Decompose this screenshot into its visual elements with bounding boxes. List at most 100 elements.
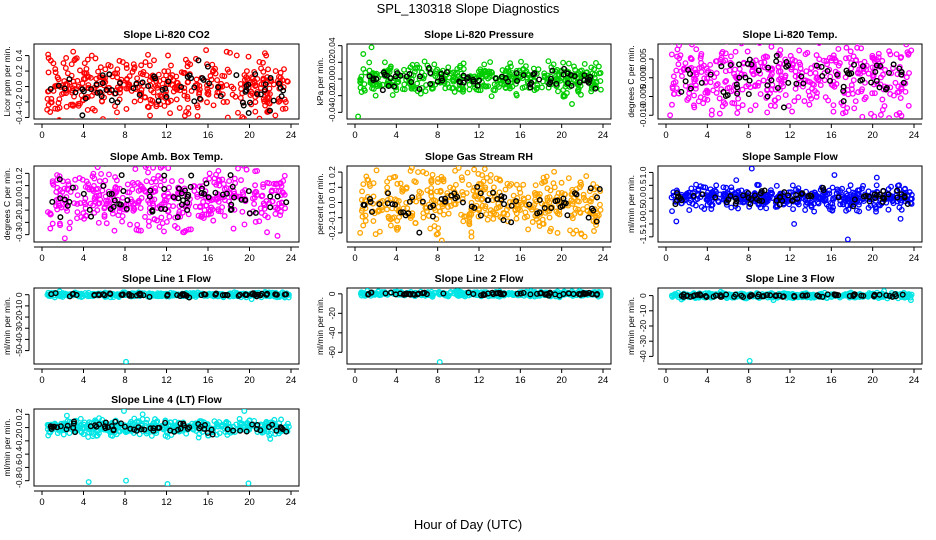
data-point xyxy=(191,188,198,194)
data-point xyxy=(756,44,763,46)
data-point xyxy=(846,55,852,61)
data-point xyxy=(52,105,59,112)
data-point xyxy=(150,166,157,171)
data-point xyxy=(237,95,244,101)
data-point xyxy=(722,50,729,57)
data-point xyxy=(154,205,161,211)
data-point xyxy=(238,177,244,184)
y-tick-label: -0.005 xyxy=(638,84,648,108)
panel-title: Slope Amb. Box Temp. xyxy=(110,151,223,163)
data-point xyxy=(843,55,849,62)
data-point xyxy=(747,107,754,114)
data-point-subset xyxy=(474,183,481,190)
data-point-subset xyxy=(149,207,156,214)
data-point xyxy=(194,113,201,119)
data-point xyxy=(361,81,368,88)
data-point xyxy=(273,180,280,187)
data-point xyxy=(763,193,770,200)
x-tick-label: 20 xyxy=(244,375,255,386)
data-point xyxy=(824,191,831,198)
data-point xyxy=(252,168,259,175)
data-point xyxy=(483,174,490,181)
data-point xyxy=(144,103,151,110)
data-point xyxy=(569,186,576,193)
data-point xyxy=(175,184,181,191)
data-point xyxy=(187,226,194,233)
data-point-subset xyxy=(768,77,775,84)
data-point xyxy=(264,94,271,101)
data-point xyxy=(116,57,123,64)
data-point-subset xyxy=(531,70,538,77)
data-point-subset xyxy=(767,292,774,299)
data-point-subset xyxy=(883,84,890,91)
data-point xyxy=(541,73,548,80)
data-point-subset xyxy=(174,214,181,221)
data-point xyxy=(103,220,110,227)
data-point-subset xyxy=(592,85,599,92)
x-tick-label: 12 xyxy=(161,130,172,141)
data-point-subset xyxy=(270,97,277,104)
data-point xyxy=(173,86,180,93)
data-point-subset xyxy=(851,196,858,203)
data-point xyxy=(865,188,872,195)
data-point xyxy=(77,200,84,207)
y-tick-label: 0.4 xyxy=(14,49,24,61)
data-point-subset xyxy=(242,196,249,203)
data-point xyxy=(121,206,128,213)
data-point xyxy=(464,169,471,176)
data-point-subset xyxy=(773,197,780,204)
data-point-subset xyxy=(752,192,759,199)
data-point xyxy=(850,53,857,60)
data-point xyxy=(414,80,421,87)
y-tick-label: -30 xyxy=(14,322,24,335)
data-point xyxy=(274,206,281,213)
data-point xyxy=(90,182,97,189)
data-point xyxy=(565,175,572,182)
data-point xyxy=(284,166,286,167)
data-point xyxy=(546,194,553,200)
x-tick-label: 4 xyxy=(394,253,399,264)
data-point xyxy=(435,225,442,232)
x-tick-label: 16 xyxy=(515,253,526,264)
data-point-subset xyxy=(548,75,555,82)
data-point xyxy=(142,166,149,170)
y-tick-label: 0.1 xyxy=(327,181,337,193)
data-point xyxy=(252,188,259,195)
data-point xyxy=(52,83,59,90)
data-point xyxy=(466,86,473,93)
data-point xyxy=(357,76,364,83)
data-point-subset xyxy=(723,291,730,298)
data-point-subset xyxy=(889,293,896,300)
data-point xyxy=(830,196,836,203)
y-tick-label: -1.5 xyxy=(638,229,648,244)
data-point xyxy=(521,214,528,221)
data-point-subset xyxy=(66,198,73,205)
data-point xyxy=(233,52,240,59)
data-point xyxy=(85,85,92,91)
data-point-subset xyxy=(61,196,68,203)
data-point-subset xyxy=(785,79,792,86)
data-point xyxy=(73,55,80,62)
data-point xyxy=(362,217,369,224)
data-point xyxy=(518,58,524,65)
panel-title: Slope Gas Stream RH xyxy=(425,151,533,163)
data-point xyxy=(247,92,254,99)
data-point xyxy=(200,198,207,205)
data-point xyxy=(687,54,694,61)
data-point-subset xyxy=(245,188,252,195)
data-point xyxy=(869,90,876,97)
data-point xyxy=(174,79,181,86)
data-point-subset xyxy=(245,110,252,117)
data-point xyxy=(871,113,878,119)
data-point-subset xyxy=(772,293,779,300)
data-point xyxy=(466,214,473,221)
data-point-outlier xyxy=(748,166,755,172)
data-point xyxy=(232,93,239,100)
data-point-subset xyxy=(508,219,515,226)
data-point-subset xyxy=(819,73,826,80)
data-point-subset xyxy=(120,187,127,194)
data-point xyxy=(587,198,594,205)
data-point xyxy=(468,199,475,206)
x-tick-label: 0 xyxy=(663,375,668,386)
data-point xyxy=(275,188,282,195)
